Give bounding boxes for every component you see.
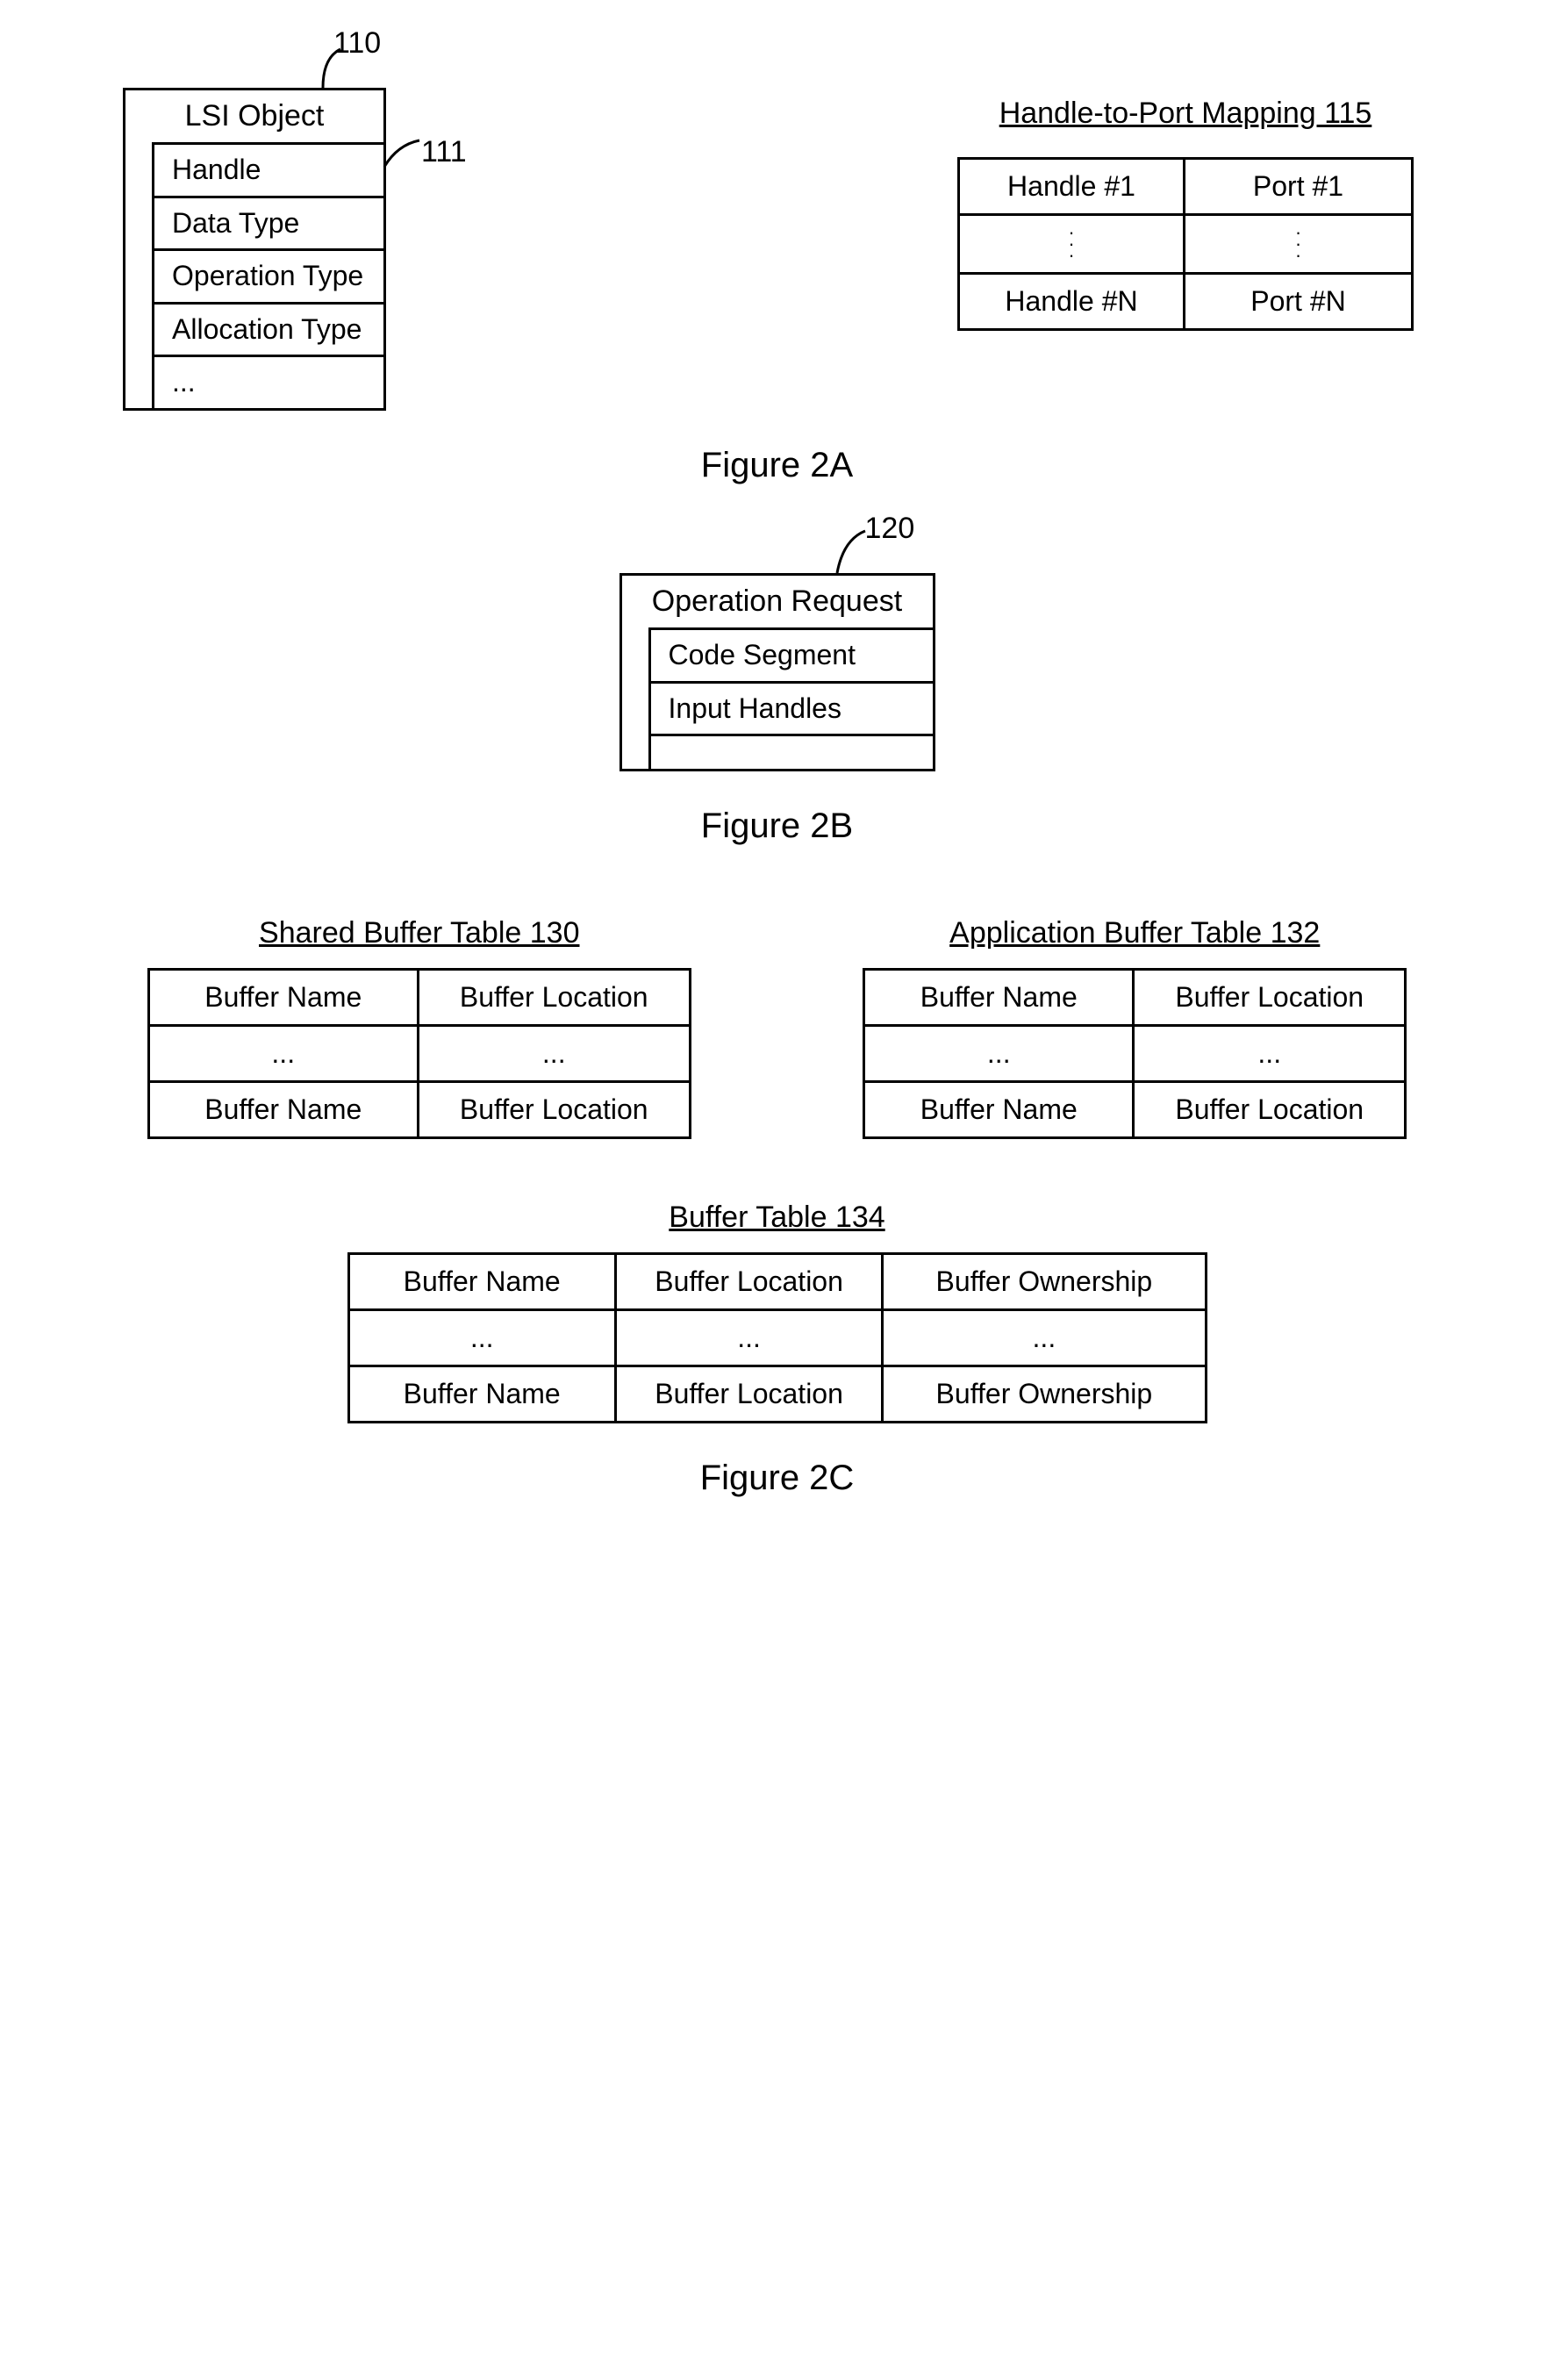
lsi-object-box: LSI Object Handle Data Type Operation Ty… (123, 88, 386, 411)
figure-2b-caption: Figure 2B (53, 806, 1501, 846)
opreq-row: Code Segment (648, 627, 933, 681)
leader-110-icon (314, 49, 367, 100)
vdots-icon: ··· (1068, 226, 1074, 262)
application-buffer-heading: Application Buffer Table 132 (863, 916, 1407, 950)
table-cell: Buffer Name (150, 1083, 419, 1136)
lsi-row: Operation Type (152, 248, 383, 302)
figure-2c-top-row: Shared Buffer Table 130 Buffer Name Buff… (53, 916, 1501, 1139)
shared-buffer-table: Buffer Name Buffer Location ... ... Buff… (147, 968, 691, 1139)
buffer-block: Buffer Table 134 Buffer Name Buffer Loca… (347, 1201, 1207, 1423)
figure-2b-section: 120 Operation Request Code Segment Input… (53, 573, 1501, 846)
figure-2a-row: 110 111 LSI Object Handle Data Type Oper… (53, 88, 1501, 411)
table-cell: Buffer Location (1135, 1083, 1404, 1136)
mapping-wrap: Handle-to-Port Mapping 115 Handle #1 Por… (957, 88, 1414, 331)
table-cell: Buffer Name (150, 971, 419, 1027)
table-cell: Buffer Name (865, 1083, 1135, 1136)
lsi-row: Handle (152, 142, 383, 196)
table-cell: Buffer Location (419, 1083, 689, 1136)
vdots-icon: ··· (1295, 226, 1301, 262)
shared-buffer-block: Shared Buffer Table 130 Buffer Name Buff… (147, 916, 691, 1139)
lsi-row: ... (152, 355, 383, 408)
table-cell: Buffer Name (350, 1255, 617, 1311)
table-cell: ... (617, 1311, 884, 1367)
opreq-title: Operation Request (622, 576, 933, 627)
figure-2a-section: 110 111 LSI Object Handle Data Type Oper… (53, 88, 1501, 485)
table-cell: Buffer Ownership (884, 1367, 1204, 1421)
table-cell: Buffer Name (350, 1367, 617, 1421)
mapping-cell: Handle #N (960, 275, 1185, 328)
figure-2a-caption: Figure 2A (53, 446, 1501, 485)
buffer-table: Buffer Name Buffer Location Buffer Owner… (347, 1252, 1207, 1423)
application-buffer-block: Application Buffer Table 132 Buffer Name… (863, 916, 1407, 1139)
buffer-heading: Buffer Table 134 (347, 1201, 1207, 1235)
mapping-heading: Handle-to-Port Mapping 115 (957, 97, 1414, 131)
table-cell: ... (1135, 1027, 1404, 1083)
mapping-cell-vdots: ··· (960, 216, 1185, 275)
leader-111-icon (384, 140, 437, 193)
figure-2c-bottom-row: Buffer Table 134 Buffer Name Buffer Loca… (53, 1201, 1501, 1423)
mapping-cell: Handle #1 (960, 160, 1185, 216)
mapping-cell: Port #N (1185, 275, 1411, 328)
opreq-row: Input Handles (648, 681, 933, 735)
mapping-cell-vdots: ··· (1185, 216, 1411, 275)
figure-2c-caption: Figure 2C (53, 1459, 1501, 1498)
table-cell: ... (350, 1311, 617, 1367)
lsi-row: Allocation Type (152, 302, 383, 355)
lsi-row: Data Type (152, 196, 383, 249)
table-cell: ... (865, 1027, 1135, 1083)
application-buffer-table: Buffer Name Buffer Location ... ... Buff… (863, 968, 1407, 1139)
operation-request-box: Operation Request Code Segment Input Han… (619, 573, 935, 771)
table-cell: Buffer Ownership (884, 1255, 1204, 1311)
operation-request-wrap: 120 Operation Request Code Segment Input… (619, 573, 935, 771)
table-cell: ... (150, 1027, 419, 1083)
figure-2b-row: 120 Operation Request Code Segment Input… (53, 573, 1501, 771)
figure-2c-section: Shared Buffer Table 130 Buffer Name Buff… (53, 916, 1501, 1498)
table-cell: Buffer Location (1135, 971, 1404, 1027)
leader-120-icon (830, 531, 883, 584)
table-cell: ... (884, 1311, 1204, 1367)
table-cell: Buffer Location (617, 1255, 884, 1311)
lsi-object-wrap: 110 111 LSI Object Handle Data Type Oper… (123, 88, 386, 411)
table-cell: Buffer Location (419, 971, 689, 1027)
mapping-table: Handle #1 Port #1 ··· ··· Handle #N Port… (957, 157, 1414, 331)
table-cell: Buffer Name (865, 971, 1135, 1027)
opreq-row-blank (648, 734, 933, 769)
shared-buffer-heading: Shared Buffer Table 130 (147, 916, 691, 950)
table-cell: ... (419, 1027, 689, 1083)
table-cell: Buffer Location (617, 1367, 884, 1421)
mapping-cell: Port #1 (1185, 160, 1411, 216)
